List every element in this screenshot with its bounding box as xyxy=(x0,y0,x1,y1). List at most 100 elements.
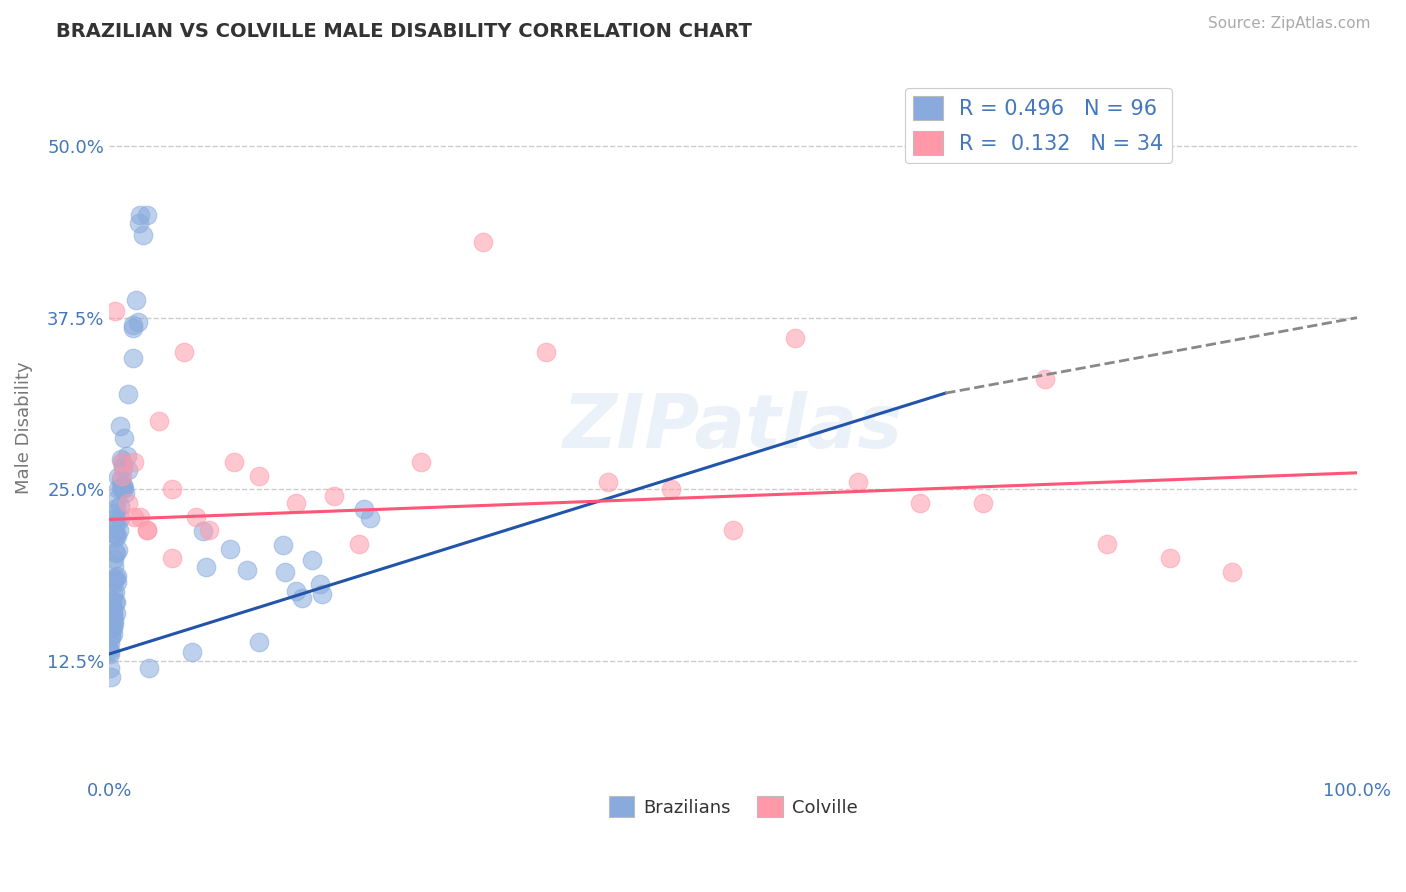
Point xyxy=(101,603,124,617)
Point xyxy=(135,524,157,538)
Point xyxy=(103,603,125,617)
Y-axis label: Male Disability: Male Disability xyxy=(15,361,32,494)
Point xyxy=(100,621,122,635)
Point xyxy=(274,565,297,579)
Point xyxy=(108,524,131,538)
Point xyxy=(121,318,143,332)
Point xyxy=(101,593,124,607)
Point xyxy=(103,607,125,622)
Point xyxy=(101,603,124,617)
Point xyxy=(104,606,127,620)
Point xyxy=(105,529,128,543)
Point xyxy=(128,216,150,230)
Point xyxy=(117,449,139,463)
Point xyxy=(131,227,153,242)
Point xyxy=(98,636,121,650)
Point xyxy=(472,235,495,249)
Point xyxy=(846,475,869,490)
Point xyxy=(112,481,135,495)
Point xyxy=(347,537,370,551)
Point xyxy=(247,635,270,649)
Point xyxy=(110,499,132,513)
Point xyxy=(103,572,125,586)
Point xyxy=(972,496,994,510)
Point xyxy=(104,545,127,559)
Point xyxy=(111,454,134,468)
Text: Source: ZipAtlas.com: Source: ZipAtlas.com xyxy=(1208,16,1371,31)
Point xyxy=(659,483,682,497)
Point xyxy=(721,524,744,538)
Point xyxy=(103,613,125,627)
Point xyxy=(309,577,332,591)
Point xyxy=(353,502,375,516)
Point xyxy=(117,387,139,401)
Point xyxy=(198,524,221,538)
Point xyxy=(122,321,145,335)
Point xyxy=(534,345,557,359)
Point xyxy=(105,569,128,583)
Point xyxy=(110,472,132,486)
Point xyxy=(104,527,127,541)
Point xyxy=(100,615,122,629)
Point xyxy=(409,455,432,469)
Point xyxy=(107,483,129,497)
Point xyxy=(322,489,344,503)
Point xyxy=(104,595,127,609)
Point xyxy=(110,455,132,469)
Point xyxy=(127,315,149,329)
Point xyxy=(117,496,139,510)
Point xyxy=(271,538,294,552)
Point xyxy=(1220,565,1243,579)
Point xyxy=(160,483,183,497)
Point xyxy=(100,630,122,644)
Point xyxy=(110,481,132,495)
Point xyxy=(101,598,124,612)
Point xyxy=(117,463,139,477)
Point xyxy=(104,531,127,545)
Point xyxy=(105,516,128,530)
Point xyxy=(122,351,145,366)
Point xyxy=(311,587,333,601)
Point xyxy=(910,496,932,510)
Point xyxy=(103,552,125,566)
Point xyxy=(103,559,125,574)
Point xyxy=(105,500,128,515)
Text: ZIPatlas: ZIPatlas xyxy=(562,391,903,464)
Point xyxy=(129,509,152,524)
Point xyxy=(104,511,127,525)
Point xyxy=(111,459,134,474)
Point xyxy=(111,477,134,491)
Point xyxy=(103,616,125,631)
Point xyxy=(104,571,127,585)
Point xyxy=(291,591,314,605)
Point xyxy=(108,511,131,525)
Point xyxy=(105,527,128,541)
Point xyxy=(98,642,121,657)
Point xyxy=(100,592,122,607)
Point xyxy=(105,492,128,507)
Text: BRAZILIAN VS COLVILLE MALE DISABILITY CORRELATION CHART: BRAZILIAN VS COLVILLE MALE DISABILITY CO… xyxy=(56,22,752,41)
Point xyxy=(785,331,807,345)
Point xyxy=(135,524,157,538)
Point xyxy=(125,293,148,307)
Point xyxy=(235,562,257,576)
Point xyxy=(122,455,145,469)
Point xyxy=(98,607,121,621)
Point xyxy=(129,208,152,222)
Point xyxy=(110,468,132,483)
Point xyxy=(173,345,195,359)
Point xyxy=(218,542,240,557)
Point xyxy=(104,506,127,520)
Point xyxy=(108,418,131,433)
Point xyxy=(247,468,270,483)
Point xyxy=(138,660,160,674)
Point xyxy=(104,594,127,608)
Point xyxy=(122,509,145,524)
Point xyxy=(101,626,124,640)
Point xyxy=(98,661,121,675)
Point xyxy=(107,469,129,483)
Point xyxy=(598,475,620,490)
Point xyxy=(181,644,204,658)
Point xyxy=(110,451,132,466)
Point xyxy=(103,574,125,588)
